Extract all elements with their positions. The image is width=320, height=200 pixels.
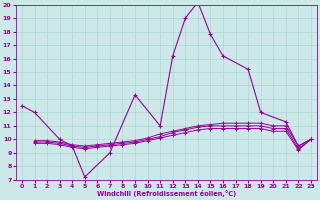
X-axis label: Windchill (Refroidissement éolien,°C): Windchill (Refroidissement éolien,°C) — [97, 190, 236, 197]
